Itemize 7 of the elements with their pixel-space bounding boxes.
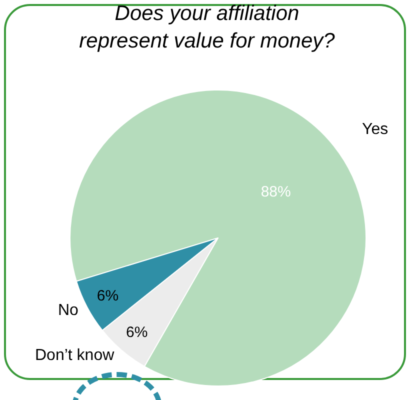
chart-title: Does your affiliation represent value for money?	[79, 2, 336, 52]
data-label: 6%	[96, 288, 119, 305]
slice-label: Don’t know	[35, 347, 115, 364]
slice-label: No	[58, 302, 79, 319]
data-label: 6%	[126, 324, 148, 342]
slice-label: Yes	[362, 121, 388, 138]
data-label: 88%	[260, 183, 291, 200]
